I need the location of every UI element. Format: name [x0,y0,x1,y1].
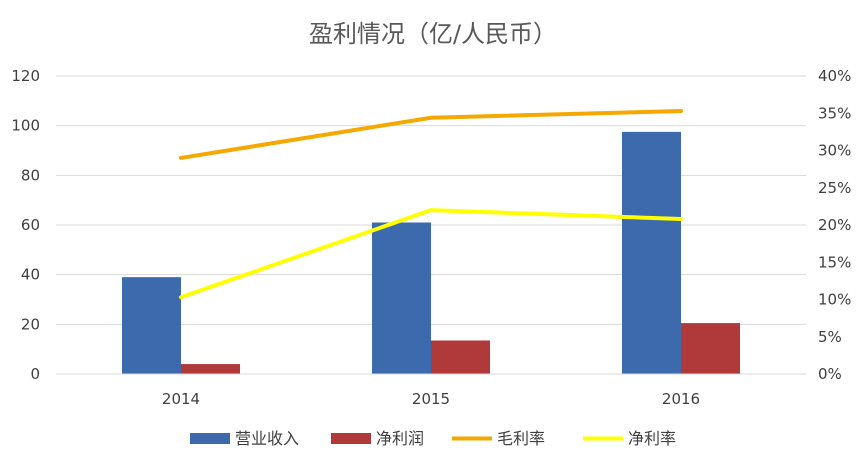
y2-tick-label: 30% [818,142,851,160]
legend: 营业收入 净利润 毛利率 净利率 [190,429,676,448]
y2-tick-label: 15% [818,253,851,271]
y2-tick-label: 40% [818,67,851,85]
bar-net-profit [181,364,240,374]
y-axis-right: 0% 5% 10% 15% 20% 25% 30% 35% 40% [818,67,851,383]
y2-tick-label: 35% [818,104,851,122]
y-tick-label: 100 [11,117,40,135]
legend-swatch [331,433,371,444]
y-tick-label: 40 [21,266,40,284]
x-tick-label: 2016 [662,390,700,408]
bar-net-profit [681,323,740,374]
legend-net-margin: 净利率 [583,429,676,448]
bar-series [122,131,740,374]
y-tick-label: 60 [21,216,40,234]
y-tick-label: 20 [21,315,40,333]
bar-revenue [122,277,181,374]
legend-revenue: 营业收入 [190,429,299,448]
y-axis-left: 0 20 40 60 80 100 120 [11,67,40,383]
bar-revenue [372,222,431,374]
x-tick-label: 2014 [162,390,200,408]
line-net-margin [179,208,683,300]
bar-net-profit [431,340,490,374]
legend-net-profit: 净利润 [331,429,424,448]
chart-title: 盈利情况（亿/人民币） [309,20,557,48]
legend-gross-margin: 毛利率 [452,429,545,448]
legend-label: 净利率 [628,429,676,448]
x-tick-label: 2015 [412,390,450,408]
line-gross-margin [179,109,683,160]
bar-revenue [622,131,681,374]
legend-swatch [190,433,230,444]
y2-tick-label: 20% [818,216,851,234]
legend-label: 毛利率 [497,429,545,448]
y2-tick-label: 5% [818,328,842,346]
y-tick-label: 0 [30,365,40,383]
legend-label: 净利润 [376,429,424,448]
x-axis: 2014 2015 2016 [162,390,700,408]
legend-label: 营业收入 [235,429,299,448]
y2-tick-label: 25% [818,179,851,197]
y-tick-label: 120 [11,67,40,85]
y-tick-label: 80 [21,166,40,184]
y2-tick-label: 0% [818,365,842,383]
y2-tick-label: 10% [818,291,851,309]
line-series [179,109,683,300]
